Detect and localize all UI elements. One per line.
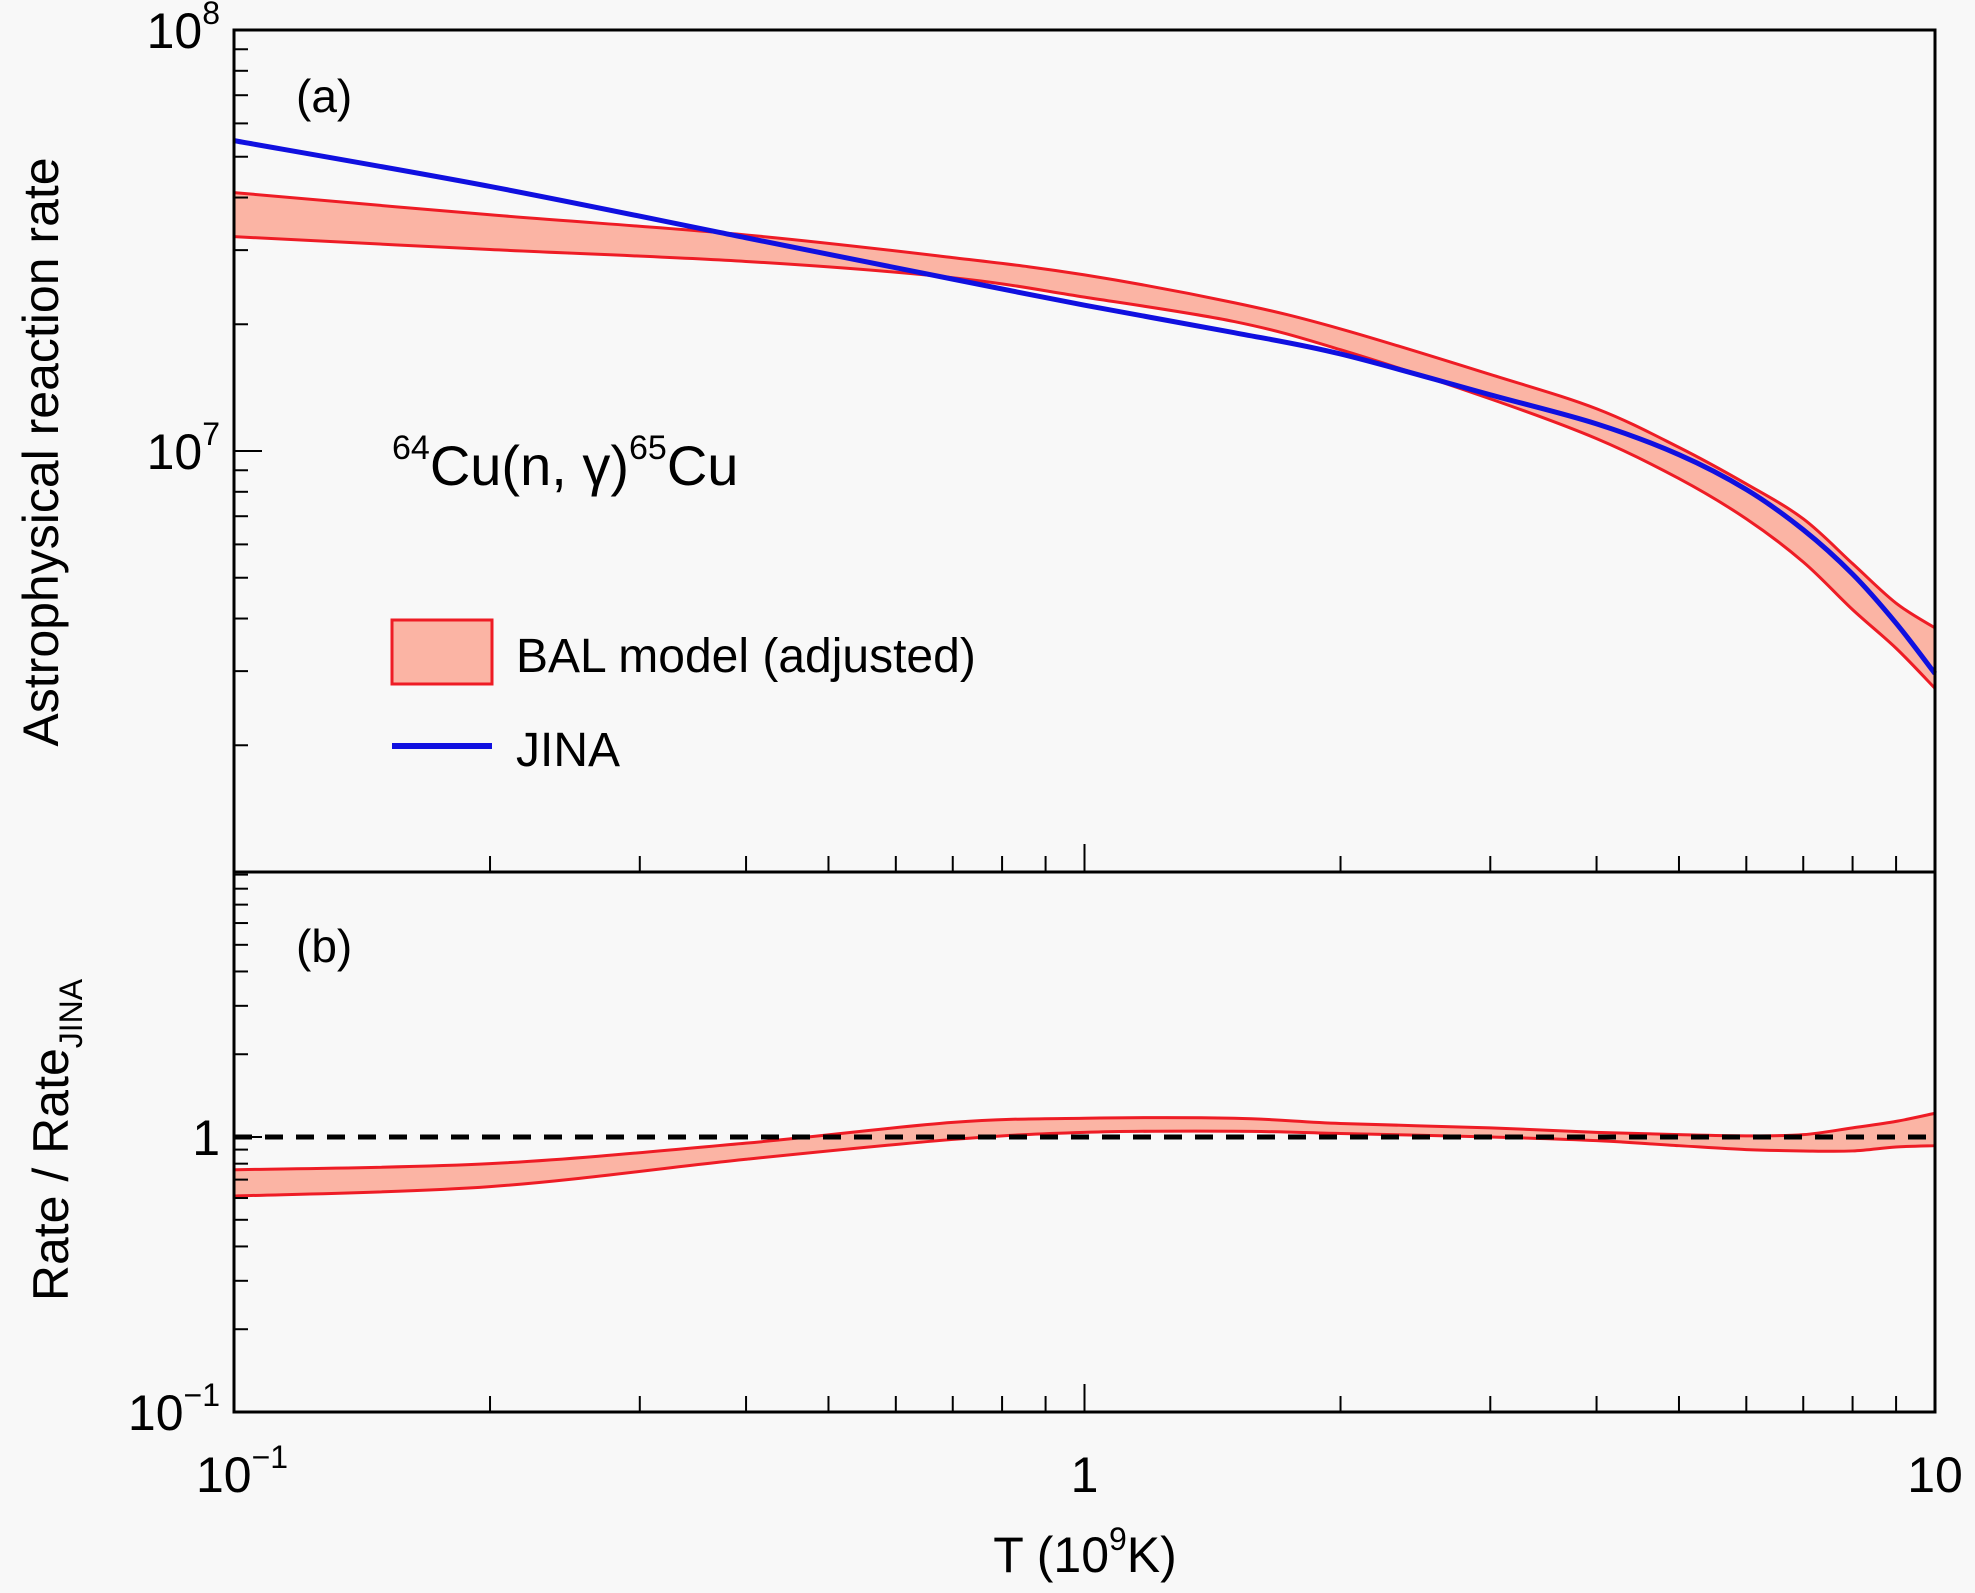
x-tick-label-base: 10	[1907, 1447, 1963, 1503]
y-axis-title-bottom-sub: JINA	[53, 978, 89, 1048]
axes-frame	[232, 28, 1937, 1414]
x-tick-label-base: 10	[196, 1447, 252, 1503]
y-axis-title-bottom: Rate / RateJINA	[23, 978, 89, 1301]
y-tick-label-bottom-base: 10	[128, 1385, 184, 1441]
y-axis-title-top: Astrophysical reaction rate	[13, 157, 69, 746]
ratio-band-fill	[234, 1113, 1935, 1197]
y-tick-label-bottom-exp: −1	[184, 1377, 220, 1413]
x-axis-title-sup: 9	[1109, 1521, 1127, 1557]
reaction-main2: Cu	[667, 434, 739, 497]
x-tick-label: 10	[1907, 1447, 1963, 1503]
x-axis-title-main: T (10	[993, 1527, 1109, 1583]
x-tick-label-exp: −1	[252, 1439, 288, 1475]
x-tick-label: 10−1	[196, 1439, 288, 1503]
bal-band-upper	[233, 191, 1936, 630]
y-tick-label-top: 107	[147, 416, 220, 480]
x-axis-title-tail: K)	[1127, 1527, 1177, 1583]
reaction-mid-sup: 65	[629, 429, 667, 467]
legend-swatch-band	[390, 618, 494, 686]
reaction-annotation: 64Cu(n, γ)65Cu	[392, 429, 738, 497]
panel-b	[233, 1111, 1936, 1198]
x-tick-label-base: 1	[1071, 1447, 1099, 1503]
y-tick-label-top-base: 10	[147, 3, 203, 59]
legend-label-jina: JINA	[516, 724, 620, 777]
legend-label-bal: BAL model (adjusted)	[516, 630, 976, 683]
panel-a-label: (a)	[296, 70, 352, 122]
y-tick-label-bottom: 1	[192, 1110, 220, 1166]
reaction-pre-sup: 64	[392, 429, 430, 467]
legend: BAL model (adjusted) JINA	[390, 618, 976, 777]
y-tick-label-top-exp: 7	[202, 416, 220, 452]
ratio-band-lower	[233, 1129, 1936, 1198]
y-tick-label-bottom-base: 1	[192, 1110, 220, 1166]
x-axis-title: T (109K)	[993, 1521, 1177, 1583]
bal-band-lower	[233, 235, 1937, 690]
y-tick-label-bottom: 10−1	[128, 1377, 220, 1441]
x-tick-label: 1	[1071, 1447, 1099, 1503]
y-axis-title-bottom-main: Rate / Rate	[23, 1048, 79, 1301]
y-tick-label-top: 108	[147, 0, 220, 59]
panel-a	[233, 138, 1937, 690]
reaction-main1: Cu(n, γ)	[430, 434, 629, 497]
y-tick-label-top-exp: 8	[202, 0, 220, 31]
jina-line	[233, 138, 1937, 676]
panel-b-label: (b)	[296, 920, 352, 972]
y-tick-label-top-base: 10	[147, 424, 203, 480]
bal-band-fill	[234, 192, 1935, 689]
